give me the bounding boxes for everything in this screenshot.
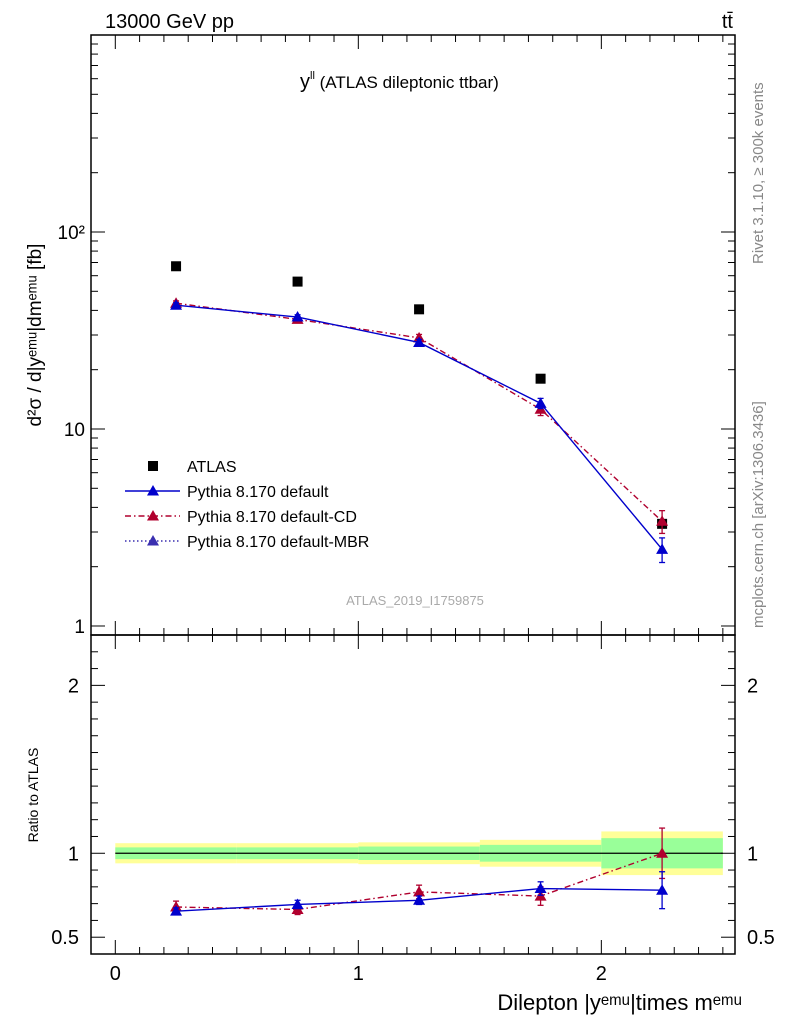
ratio-y-ticks: 0.5 0.5 1 1 2 2 xyxy=(51,634,775,955)
atlas-data-point xyxy=(535,373,546,384)
atlas-data-point xyxy=(414,304,425,315)
main-y-ticks: 1 10 10² xyxy=(58,43,735,638)
ratio-series-0-point xyxy=(534,882,547,894)
x-tick-label: 1 xyxy=(353,963,364,985)
ratio-series-1-point xyxy=(656,847,669,858)
x-tick-label: 2 xyxy=(596,963,607,985)
atlas-data-point xyxy=(171,261,182,272)
ratio-y-axis-label: Ratio to ATLAS xyxy=(25,748,41,843)
main-y-tick-label: 10 xyxy=(64,420,85,441)
ratio-series-1-point xyxy=(413,885,426,897)
ratio-y-tick-label-right: 2 xyxy=(747,675,758,697)
main-x-ticks xyxy=(90,35,724,635)
ratio-series-0-point xyxy=(291,898,304,909)
ratio-y-tick-label: 0.5 xyxy=(51,927,79,949)
series-0-point xyxy=(170,299,183,310)
watermark: ATLAS_2019_I1759875 xyxy=(346,593,484,608)
main-y-tick-label: 10² xyxy=(58,223,85,244)
main-y-tick-label: 1 xyxy=(74,617,85,638)
ratio-y-tick-label: 2 xyxy=(68,675,79,697)
process-label: tt̄ xyxy=(722,11,734,33)
ratio-frame xyxy=(90,634,736,955)
title-rest: (ATLAS dileptonic ttbar) xyxy=(315,73,499,92)
mcplots-label: mcplots.cern.ch [arXiv:1306.3436] xyxy=(750,401,767,628)
ratio-marks xyxy=(170,827,669,916)
ratio-series-0-point xyxy=(413,894,426,905)
legend-label-2: Pythia 8.170 default-MBR xyxy=(187,534,369,551)
ratio-series-0-point xyxy=(656,884,669,895)
ratio-panel: Ratio to ATLAS 0.5 0.5 1 1 2 2 0 1 2 xyxy=(25,634,775,985)
main-panel: yll (ATLAS dileptonic ttbar) d²σ / d|yᵉᵐ… xyxy=(25,34,736,638)
ratio-y-tick-label-right: 0.5 xyxy=(747,927,775,949)
series-1-point xyxy=(656,515,669,526)
main-y-axis-label: d²σ / d|yᵉᵐᵘ|dmᵉᵐᵘ [fb] xyxy=(25,244,46,427)
title-main: y xyxy=(300,71,310,93)
series-0-point xyxy=(534,397,547,408)
legend-label-1: Pythia 8.170 default-CD xyxy=(187,509,357,526)
title-sup: ll xyxy=(310,70,315,82)
series-0-point xyxy=(291,311,304,322)
series-0-point xyxy=(413,336,426,347)
ratio-y-tick-label: 1 xyxy=(68,843,79,865)
legend-atlas-marker xyxy=(148,461,158,471)
legend: ATLAS Pythia 8.170 default Pythia 8.170 de… xyxy=(125,459,369,551)
legend-atlas-label: ATLAS xyxy=(187,459,237,476)
x-axis-label: Dilepton |yᵉᵐᵘ|times mᵉᵐᵘ xyxy=(497,990,742,1015)
energy-label: 13000 GeV pp xyxy=(105,11,234,33)
legend-marker-1 xyxy=(147,510,159,521)
main-marks xyxy=(170,261,669,564)
atlas-data-point xyxy=(292,276,303,287)
legend-label-0: Pythia 8.170 default xyxy=(187,484,329,501)
x-tick-label: 0 xyxy=(110,963,121,985)
main-title: yll (ATLAS dileptonic ttbar) xyxy=(300,70,499,93)
series-0-point xyxy=(656,543,669,554)
ratio-x-ticks: 0 1 2 xyxy=(90,635,724,985)
ratio-y-tick-label-right: 1 xyxy=(747,843,758,865)
legend-marker-2 xyxy=(147,535,159,546)
legend-marker-0 xyxy=(147,485,159,496)
ratio-series-0-point xyxy=(170,905,183,916)
rivet-label: Rivet 3.1.10, ≥ 300k events xyxy=(750,82,767,264)
